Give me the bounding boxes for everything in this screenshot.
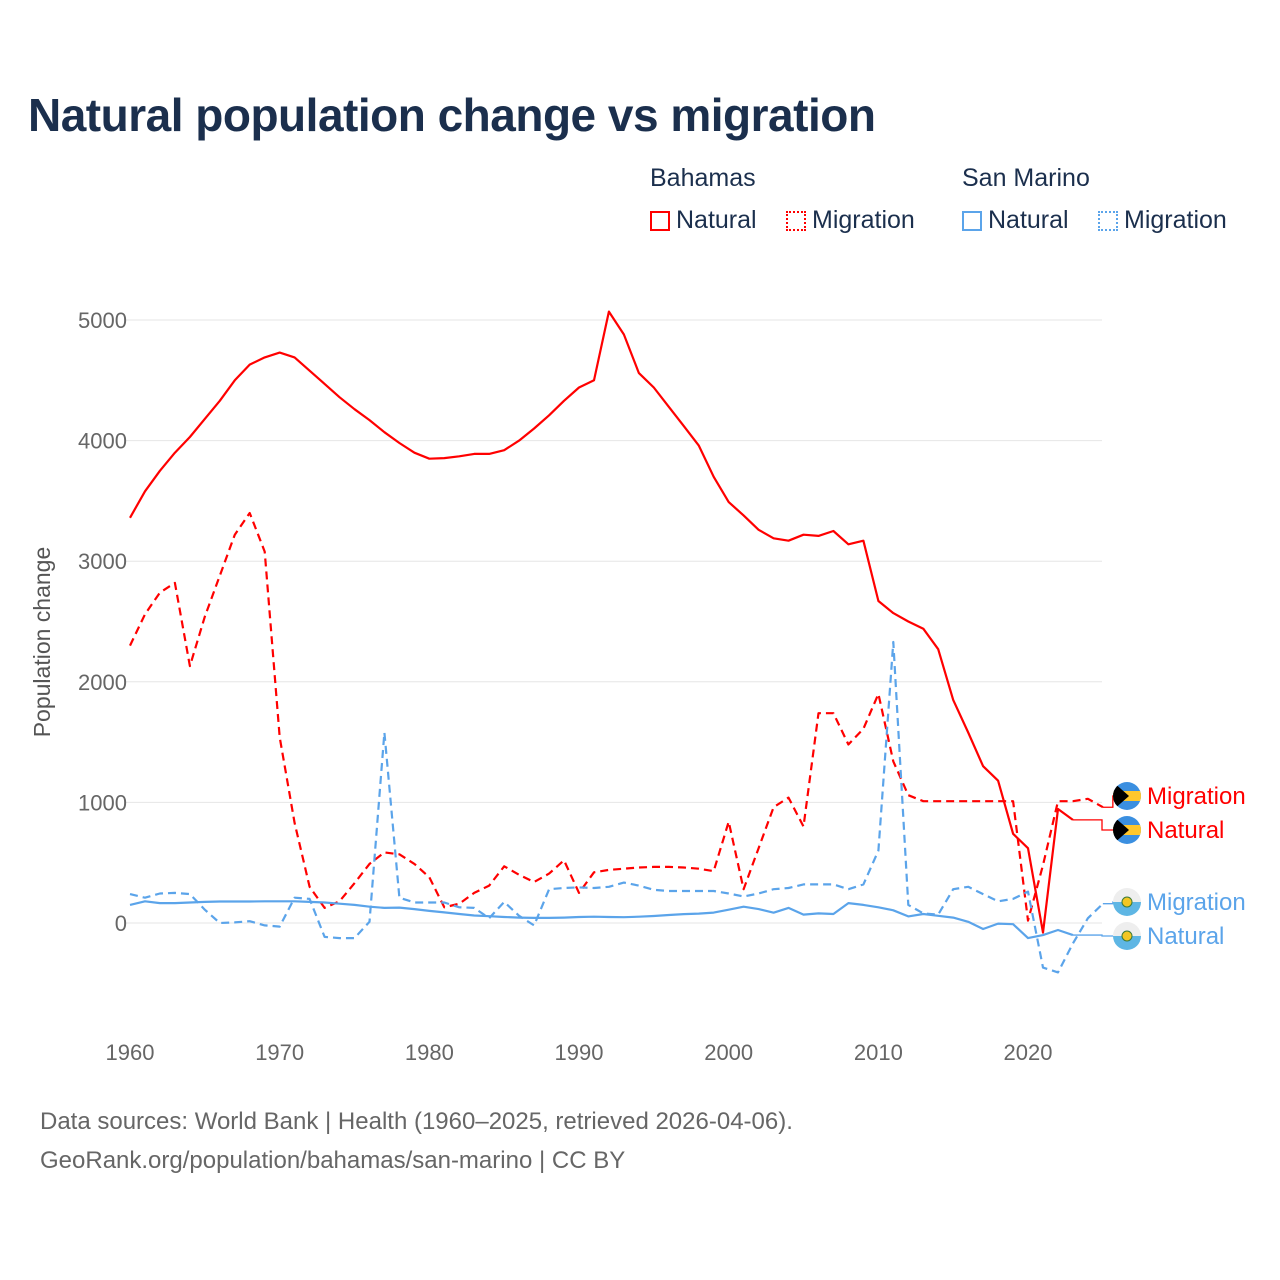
footer-link[interactable]: GeoRank.org/population/bahamas/san-marin…: [40, 1147, 626, 1174]
y-tick-label: 0: [115, 911, 127, 936]
label-connector: [1102, 795, 1114, 808]
y-axis-label: Population change: [29, 547, 55, 738]
flag-band: [1113, 888, 1141, 902]
x-tick-label: 1960: [106, 1040, 155, 1065]
x-tick-label: 1980: [405, 1040, 454, 1065]
dotted-swatch-icon: [1098, 210, 1118, 231]
label-connector: [1102, 901, 1114, 905]
chart-title: Natural population change vs migration: [28, 89, 876, 141]
flag-clip: [1113, 782, 1141, 810]
x-tick-label: 2010: [854, 1040, 903, 1065]
flag-clip: [1113, 816, 1141, 844]
flag-band: [1113, 936, 1141, 950]
x-tick-label: 2020: [1004, 1040, 1053, 1065]
legend-group-san-marino: San Marino: [962, 164, 1090, 192]
y-tick-label: 4000: [78, 429, 127, 454]
flag-band: [1113, 922, 1141, 936]
san-marino-flag-icon: [1113, 888, 1141, 916]
footer-sources: Data sources: World Bank | Health (1960–…: [40, 1108, 793, 1135]
legend-label: Migration: [812, 206, 915, 234]
y-tick-label: 2000: [78, 670, 127, 695]
series-end-label: Natural: [1147, 923, 1224, 950]
series-line-san-marino-migration: [129, 640, 1104, 974]
label-connector: [1072, 934, 1114, 937]
series-end-label: Migration: [1147, 783, 1246, 810]
san-marino-flag-icon: [1113, 922, 1141, 950]
solid-swatch-icon: [962, 210, 982, 231]
flag-emblem: [1121, 896, 1133, 908]
legend-item-san-marino-migration[interactable]: Migration: [1098, 206, 1227, 235]
flag-clip: [1113, 888, 1141, 916]
dotted-swatch-icon: [786, 210, 806, 231]
flag-triangle: [1113, 816, 1129, 844]
legend-item-bahamas-migration[interactable]: Migration: [786, 206, 915, 235]
solid-swatch-icon: [650, 210, 670, 231]
label-connector: [1072, 819, 1114, 831]
series-line-bahamas-migration: [129, 511, 1104, 922]
x-tick-label: 1990: [555, 1040, 604, 1065]
series-end-label: Migration: [1147, 889, 1246, 916]
flag-band: [1113, 902, 1141, 916]
y-tick-label: 5000: [78, 308, 127, 333]
y-tick-label: 1000: [78, 790, 127, 815]
legend-item-bahamas-natural[interactable]: Natural: [650, 206, 757, 235]
flag-triangle: [1113, 782, 1129, 810]
legend-label: Natural: [676, 206, 757, 234]
series-end-label: Natural: [1147, 817, 1224, 844]
legend-item-san-marino-natural[interactable]: Natural: [962, 206, 1069, 235]
bahamas-flag-icon: [1113, 816, 1141, 844]
x-tick-label: 2000: [704, 1040, 753, 1065]
flag-emblem: [1121, 930, 1133, 942]
y-tick-label: 3000: [78, 549, 127, 574]
legend-label: Migration: [1124, 206, 1227, 234]
series-line-san-marino-natural: [129, 900, 1074, 940]
legend-label: Natural: [988, 206, 1069, 234]
x-tick-label: 1970: [255, 1040, 304, 1065]
flag-clip: [1113, 922, 1141, 950]
series-line-bahamas-natural: [129, 310, 1074, 934]
legend-group-bahamas: Bahamas: [650, 164, 756, 192]
bahamas-flag-icon: [1113, 782, 1141, 810]
